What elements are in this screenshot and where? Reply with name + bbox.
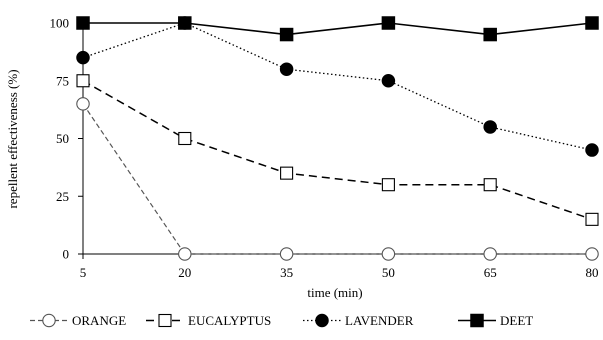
legend-marker-deet	[470, 313, 484, 328]
legend: ORANGE EUCALYPTUS LAVENDER DEET	[30, 313, 533, 328]
data-point-orange	[76, 97, 90, 111]
y-tick-label: 0	[63, 247, 70, 262]
legend-item-eucalyptus: EUCALYPTUS	[146, 313, 271, 328]
y-tick-label: 75	[56, 73, 69, 88]
data-point-deet	[585, 16, 599, 30]
data-point-lavender	[585, 143, 599, 157]
legend-label-orange: ORANGE	[72, 313, 126, 328]
x-tick-label: 50	[382, 265, 395, 280]
data-point-eucalyptus	[483, 178, 497, 192]
y-axis-label: repellent effectiveness (%)	[5, 69, 20, 208]
series-lavender	[76, 16, 599, 157]
legend-marker-lavender	[315, 313, 329, 328]
series-deet	[76, 16, 599, 42]
data-point-deet	[279, 27, 294, 42]
series-line-lavender	[82, 22, 593, 151]
data-point-eucalyptus	[585, 212, 599, 226]
series-line-eucalyptus	[82, 80, 593, 221]
series-line-deet	[83, 22, 593, 36]
data-point-eucalyptus	[280, 166, 294, 180]
x-tick-label: 65	[484, 265, 497, 280]
legend-item-lavender: LAVENDER	[303, 313, 414, 328]
data-point-lavender	[279, 62, 294, 76]
legend-item-deet: DEET	[458, 313, 533, 328]
series-layer	[76, 16, 599, 261]
data-point-eucalyptus	[76, 74, 90, 88]
data-point-orange	[483, 247, 497, 261]
data-point-deet	[483, 27, 497, 42]
series-eucalyptus	[76, 74, 599, 226]
legend-item-orange: ORANGE	[30, 313, 126, 328]
data-point-orange	[585, 247, 599, 261]
data-point-deet	[76, 16, 90, 30]
data-point-deet	[178, 16, 192, 30]
data-point-lavender	[483, 120, 497, 134]
legend-label-deet: DEET	[500, 313, 533, 328]
data-point-deet	[381, 16, 396, 30]
data-point-eucalyptus	[178, 131, 192, 146]
x-tick-label: 35	[280, 265, 293, 280]
y-tick-label: 100	[50, 16, 70, 31]
axes: 0 25 50 75 100 5 20 35 50 65 80	[50, 16, 599, 281]
data-point-orange	[279, 247, 294, 261]
data-point-orange	[178, 247, 192, 261]
y-tick-label: 50	[56, 131, 69, 146]
data-point-lavender	[76, 50, 90, 65]
legend-marker-orange	[42, 313, 56, 328]
legend-label-lavender: LAVENDER	[345, 313, 414, 328]
data-point-lavender	[381, 74, 396, 88]
x-tick-label: 5	[80, 265, 87, 280]
legend-label-eucalyptus: EUCALYPTUS	[188, 313, 271, 328]
data-point-orange	[381, 247, 396, 261]
x-axis-label: time (min)	[307, 285, 362, 300]
x-tick-label: 20	[178, 265, 191, 280]
x-tick-label: 80	[586, 265, 599, 280]
legend-marker-eucalyptus	[158, 313, 172, 328]
y-tick-label: 25	[56, 189, 69, 204]
data-point-eucalyptus	[381, 178, 395, 192]
series-orange	[76, 97, 599, 261]
